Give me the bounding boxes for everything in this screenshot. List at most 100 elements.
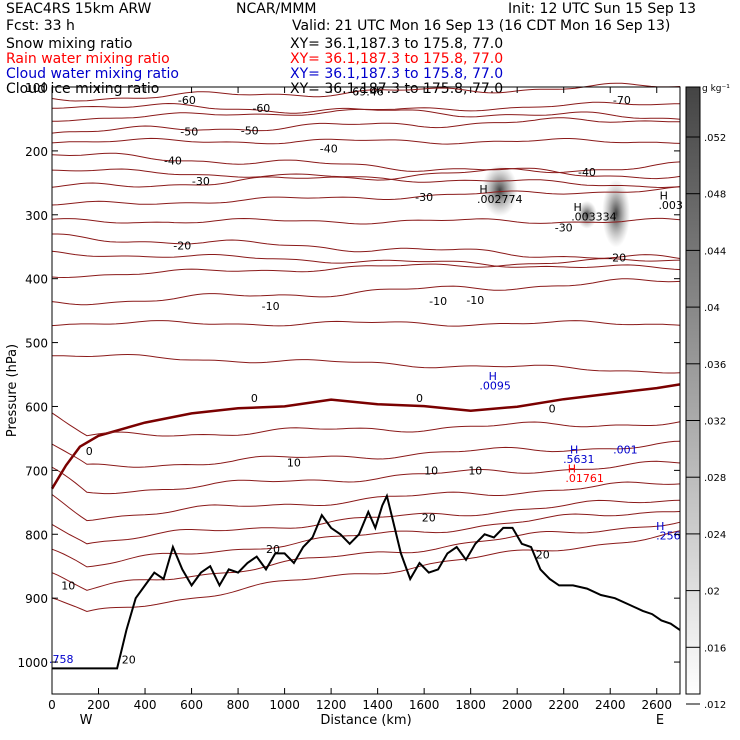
valid-time: Valid: 21 UTC Mon 16 Sep 13 (16 CDT Mon … xyxy=(292,18,671,34)
contour-label-10: -30 xyxy=(415,191,433,204)
contour-label-20: 0 xyxy=(86,445,93,458)
colorbar-unit: g kg⁻¹ xyxy=(702,84,730,94)
contour-label-26: 20 xyxy=(266,543,280,556)
contour-label-5: -50 xyxy=(241,124,259,137)
field-label-cloudice: Cloud ice mixing ratio xyxy=(6,81,160,97)
contour-label-3: -60 xyxy=(252,102,270,115)
field-xy-cloudice: XY= 36.1,187.3 to 175.8, 77.0 xyxy=(290,81,504,97)
snow-shading-layer xyxy=(481,164,631,248)
extremum-label-14: .256 xyxy=(656,530,681,543)
extremum-label-12: .01761 xyxy=(565,472,604,485)
contour-label-12: -20 xyxy=(173,239,191,252)
y-tick-label-6: 700 xyxy=(25,464,48,478)
extremum-label-2: H xyxy=(574,201,582,214)
y-tick-label-8: 900 xyxy=(25,592,48,606)
x-tick-label-10: 2000 xyxy=(502,698,533,712)
x-tick-label-0: 0 xyxy=(48,698,56,712)
colorbar-label-2: .044 xyxy=(704,246,726,257)
field-label-rain: Rain water mixing ratio xyxy=(6,51,170,67)
field-xy-snow: XY= 36.1,187.3 to 175.8, 77.0 xyxy=(290,36,504,52)
x-tick-label-8: 1600 xyxy=(409,698,440,712)
extremum-label-5: .003 xyxy=(658,199,683,212)
y-tick-label-5: 600 xyxy=(25,400,48,414)
extremum-label-7: .0095 xyxy=(479,379,511,392)
temp-contour-low-2 xyxy=(51,460,681,495)
colorbar-label-10: .012 xyxy=(704,700,726,711)
contour-label-7: -40 xyxy=(320,142,338,155)
extremum-label-3: .003334 xyxy=(571,211,617,224)
x-tick-label-4: 800 xyxy=(227,698,250,712)
contour-label-22: 10 xyxy=(424,464,438,477)
x-tick-label-7: 1400 xyxy=(362,698,393,712)
x-tick-label-9: 1800 xyxy=(455,698,486,712)
y-tick-label-0: 100 xyxy=(25,81,48,95)
contour-label-6: -40 xyxy=(164,154,182,167)
temp-contour--50 xyxy=(51,117,681,134)
contour-label-9: -30 xyxy=(192,175,210,188)
y-tick-label-3: 400 xyxy=(25,273,48,287)
field-label-snow: Snow mixing ratio xyxy=(6,36,133,52)
temp-contour-minor-8 xyxy=(52,353,681,374)
colorbar: .052 .048 .044 .04 .036 .032 .028 .024 .02 .016 .0… xyxy=(685,84,730,711)
y-tick-label-2: 300 xyxy=(25,209,48,223)
contour-label-14: -10 xyxy=(262,300,280,313)
temp-contour--20 xyxy=(52,233,681,259)
temp-contour-minor-0 xyxy=(52,101,680,122)
colorbar-label-3: .04 xyxy=(704,303,720,314)
x-axis-label: Distance (km) xyxy=(320,713,411,728)
temp-contour-low-0 xyxy=(51,412,681,437)
contour-label-16: -10 xyxy=(466,294,484,307)
colorbar-ramp xyxy=(685,86,701,695)
field-xy-rain: XY= 36.1,187.3 to 175.8, 77.0 xyxy=(290,51,504,67)
east-label: E xyxy=(656,713,664,728)
contour-label-27: 20 xyxy=(536,549,550,562)
y-axis-label: Pressure (hPa) xyxy=(5,344,20,437)
x-tick-label-12: 2400 xyxy=(595,698,626,712)
snow-shading-0 xyxy=(481,164,518,217)
contour-label-19: 0 xyxy=(549,402,556,415)
temp-contour-low-3 xyxy=(51,481,681,522)
contour-label-13: -20 xyxy=(608,252,626,265)
y-tick-label-1: 200 xyxy=(25,145,48,159)
plot-frame xyxy=(51,86,681,695)
x-tick-label-2: 400 xyxy=(134,698,157,712)
extremum-label-10: .001 xyxy=(613,443,638,456)
extremum-label-9: .5631 xyxy=(563,453,595,466)
temp-contour-minor-6 xyxy=(51,258,681,279)
field-xy-cloudwater: XY= 36.1,187.3 to 175.8, 77.0 xyxy=(290,66,504,82)
extremum-label-1: .002774 xyxy=(477,193,523,206)
temp-contour-low-6 xyxy=(51,521,681,591)
extremum-label-13: H xyxy=(656,520,664,533)
field-label-cloudwater: Cloud water mixing ratio xyxy=(6,66,179,82)
temp-contour--40 xyxy=(51,152,681,180)
contour-label-15: -10 xyxy=(429,295,447,308)
freezing-level-contour xyxy=(50,383,681,490)
extremum-label-11: H xyxy=(568,462,576,475)
temp-contour-minor-5 xyxy=(51,250,681,271)
contour-labels: -69.46 -70 -60 -60 -50 -50 -40 -40 -40 -30 -30 -30 -… xyxy=(49,85,683,666)
x-tick-label-5: 1000 xyxy=(269,698,300,712)
extremum-label-4: H xyxy=(660,190,668,203)
terrain-line xyxy=(52,492,681,670)
init-time: Init: 12 UTC Sun 15 Sep 13 xyxy=(508,1,697,17)
contour-label-23: 10 xyxy=(468,464,482,477)
temp-contour--70 xyxy=(51,82,681,102)
temp-contour-low-1 xyxy=(51,440,681,468)
colorbar-label-9: .016 xyxy=(704,643,726,654)
temp-contour-minor-2 xyxy=(51,168,681,189)
west-label: W xyxy=(80,713,93,728)
extremum-label-8: H xyxy=(570,443,578,456)
temp-contour-minor-4 xyxy=(51,217,681,225)
contour-label-11: -30 xyxy=(555,222,573,235)
temp-contour-minor-7 xyxy=(51,320,681,327)
org-label: NCAR/MMM xyxy=(236,1,317,17)
contour-label-28: 20 xyxy=(122,653,136,666)
x-tick-label-6: 1200 xyxy=(316,698,347,712)
contour-label-25: 20 xyxy=(422,512,436,525)
forecast-hour: Fcst: 33 h xyxy=(6,18,75,34)
colorbar-label-1: .048 xyxy=(704,190,726,201)
colorbar-label-0: .052 xyxy=(704,133,726,144)
contour-label-1: -70 xyxy=(613,94,631,107)
x-tick-label-1: 200 xyxy=(87,698,110,712)
temp-contour-minor-1 xyxy=(51,137,681,145)
